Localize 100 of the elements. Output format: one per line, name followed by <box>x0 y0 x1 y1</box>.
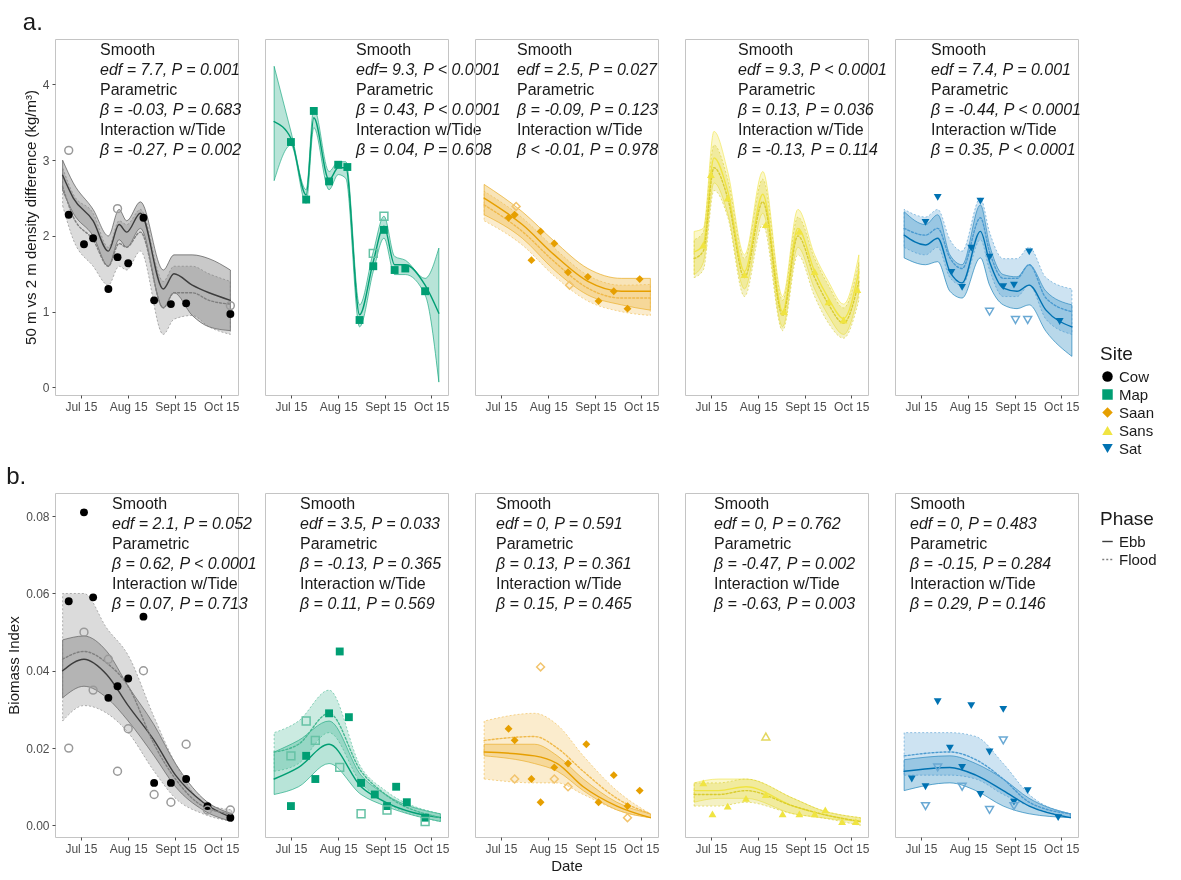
point <box>123 724 133 734</box>
point <box>124 259 133 268</box>
point <box>582 740 591 749</box>
point <box>795 227 804 235</box>
point <box>851 818 860 825</box>
annotation: β = -0.63, P = 0.003 <box>713 595 856 612</box>
annotation: Interaction w/Tide <box>300 575 426 592</box>
point <box>958 764 967 771</box>
point <box>311 775 320 783</box>
annotation: Smooth <box>517 41 573 58</box>
point <box>583 272 592 281</box>
point <box>390 266 399 274</box>
annotation: Interaction w/Tide <box>112 575 238 592</box>
annotation: β = 0.07, P = 0.713 <box>111 595 248 612</box>
point <box>310 735 321 746</box>
point <box>124 674 133 683</box>
point <box>88 685 98 695</box>
point <box>527 775 536 783</box>
annotation: Interaction w/Tide <box>738 121 864 138</box>
x-tick-label: Jul 15 <box>695 399 728 414</box>
x-tick-label: Aug 15 <box>949 399 989 414</box>
point <box>778 810 787 818</box>
point <box>742 794 750 802</box>
point <box>112 203 123 214</box>
point <box>355 316 364 324</box>
point <box>947 268 956 276</box>
point <box>1023 787 1032 795</box>
x-tick-label: Oct 15 <box>204 841 240 856</box>
point <box>182 299 191 308</box>
point <box>401 264 410 273</box>
point <box>933 193 942 201</box>
point <box>761 732 771 741</box>
point <box>984 307 995 316</box>
point <box>64 597 73 606</box>
x-tick-label: Aug 15 <box>949 841 989 856</box>
point <box>550 239 559 248</box>
annotation: β = -0.13, P = 0.114 <box>737 141 878 158</box>
point <box>921 783 930 791</box>
point <box>838 818 847 825</box>
annotation: Smooth <box>356 41 412 58</box>
point <box>810 268 819 275</box>
point <box>998 736 1008 745</box>
x-tick-label: Jul 15 <box>905 841 938 856</box>
point <box>510 210 519 219</box>
annotation: β = 0.29, P = 0.146 <box>909 595 1046 612</box>
point <box>104 693 113 702</box>
annotation: edf= 9.3, P < 0.0001 <box>356 61 501 78</box>
y-axis-title: Biomass Index <box>5 615 23 715</box>
x-tick-label: Sept 15 <box>155 399 197 414</box>
annotation: β = 0.11, P = 0.569 <box>299 595 435 612</box>
point <box>999 706 1008 713</box>
x-tick-label: Sept 15 <box>995 841 1037 856</box>
annotation: edf = 0, P = 0.483 <box>910 515 1037 532</box>
point <box>150 778 159 787</box>
point <box>1055 318 1064 325</box>
point <box>325 709 333 718</box>
point <box>853 286 862 294</box>
x-tick-label: Oct 15 <box>624 841 660 856</box>
point <box>609 771 618 780</box>
annotation: Parametric <box>931 81 1009 98</box>
point <box>382 805 392 815</box>
point <box>958 284 967 291</box>
x-tick-label: Aug 15 <box>739 399 779 414</box>
point <box>623 802 632 811</box>
x-tick-label: Aug 15 <box>529 399 569 414</box>
point <box>226 310 235 318</box>
annotation: Interaction w/Tide <box>931 121 1057 138</box>
annotation: Smooth <box>100 41 156 58</box>
point <box>550 763 559 772</box>
x-tick-label: Oct 15 <box>1044 399 1080 414</box>
annotation: β = -0.44, P < 0.0001 <box>930 101 1081 118</box>
point <box>509 774 520 784</box>
annotation: edf = 2.1, P = 0.052 <box>112 515 253 532</box>
point <box>356 809 366 819</box>
legend-label: Flood <box>1119 550 1157 568</box>
point <box>334 160 343 169</box>
point <box>984 805 995 815</box>
legend-label: Sans <box>1119 421 1154 439</box>
point <box>335 647 344 656</box>
point <box>504 213 513 222</box>
point <box>64 210 73 219</box>
point <box>564 268 572 277</box>
point <box>225 300 236 311</box>
point <box>368 248 378 259</box>
point <box>594 798 603 807</box>
point <box>1022 315 1033 325</box>
x-tick-label: Sept 15 <box>365 399 407 414</box>
point <box>166 300 175 309</box>
point <box>166 797 176 807</box>
point <box>64 145 74 156</box>
annotation: Parametric <box>910 535 988 552</box>
x-tick-label: Oct 15 <box>1044 841 1080 856</box>
point <box>309 107 318 115</box>
annotation: Smooth <box>931 41 987 58</box>
point <box>104 285 113 293</box>
annotation: Smooth <box>300 495 356 512</box>
point <box>369 262 378 271</box>
point <box>976 791 985 798</box>
annotation: edf = 7.7, P = 0.001 <box>100 61 240 78</box>
annotation: Smooth <box>496 495 552 512</box>
